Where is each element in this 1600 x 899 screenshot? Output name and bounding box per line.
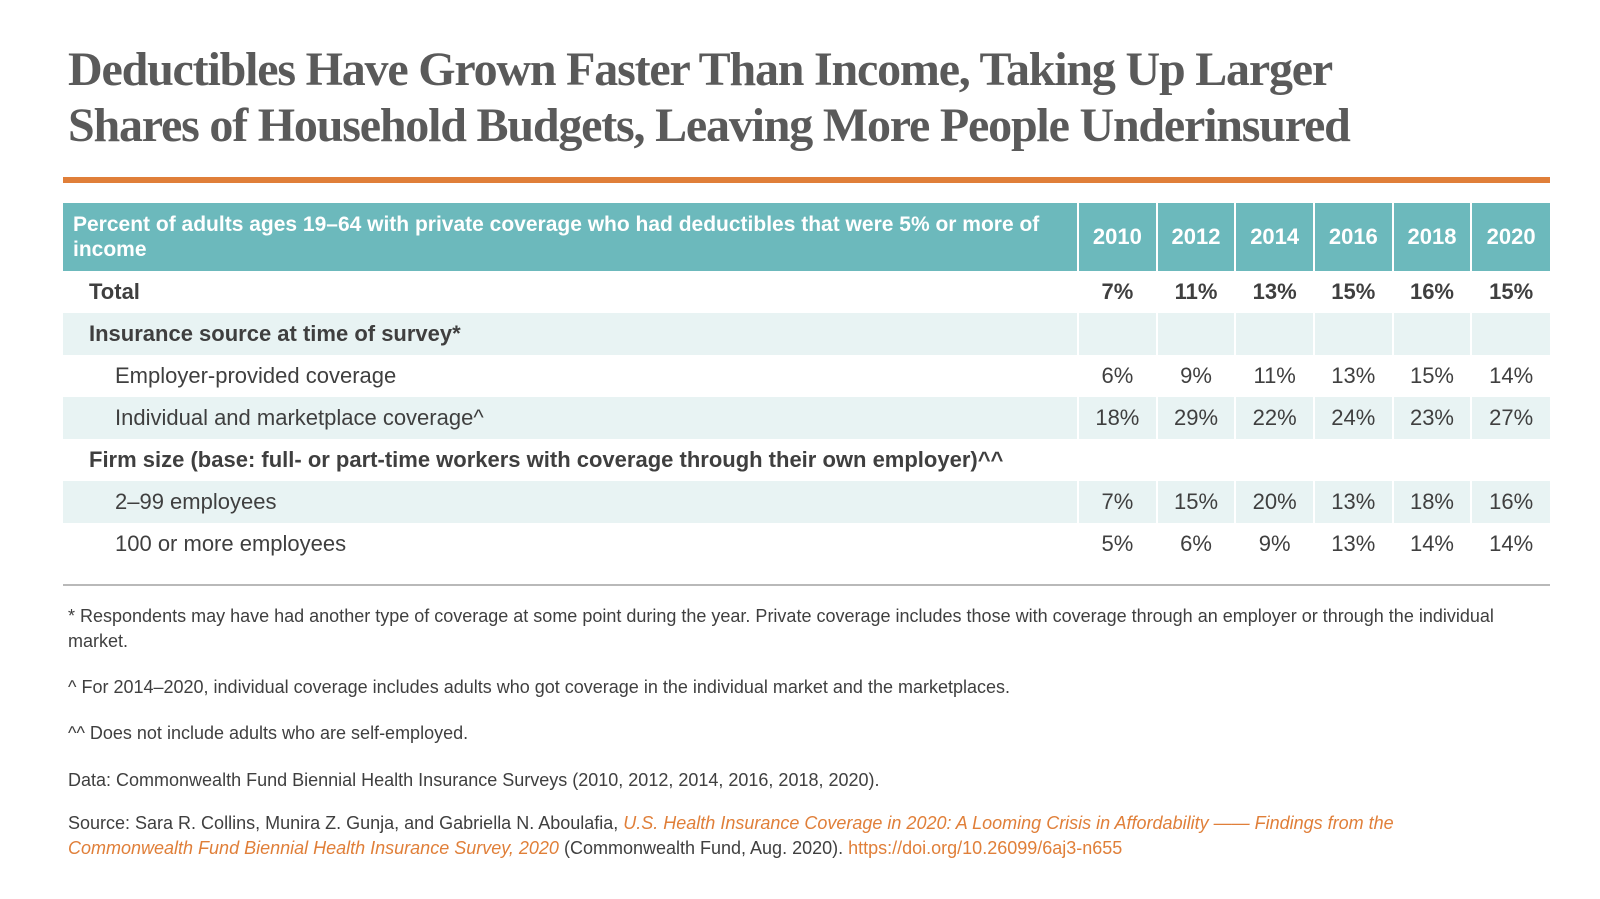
footnote-asterisk: * Respondents may have had another type … xyxy=(68,606,1494,651)
data-cell: 16% xyxy=(1391,271,1472,313)
data-cell xyxy=(1391,313,1472,355)
data-cell: 7% xyxy=(1077,271,1157,313)
data-cell: 13% xyxy=(1313,481,1393,523)
data-cell xyxy=(1155,313,1236,355)
data-cell: 16% xyxy=(1470,481,1550,523)
data-cell: 13% xyxy=(1313,355,1393,397)
chart-title-line-1: Deductibles Have Grown Faster Than Incom… xyxy=(68,43,1333,96)
table-header-row: Percent of adults ages 19–64 with privat… xyxy=(63,203,1550,271)
data-cell: 27% xyxy=(1470,397,1550,439)
data-cell: 18% xyxy=(1077,397,1157,439)
data-cell: 11% xyxy=(1155,271,1236,313)
year-header-2012: 2012 xyxy=(1155,203,1236,271)
year-header-2010: 2010 xyxy=(1077,203,1157,271)
data-cell: 23% xyxy=(1391,397,1472,439)
data-cell: 11% xyxy=(1234,355,1314,397)
data-cell: 7% xyxy=(1077,481,1157,523)
accent-divider xyxy=(63,177,1550,183)
data-note: Data: Commonwealth Fund Biennial Health … xyxy=(68,770,880,790)
data-cell xyxy=(1313,313,1393,355)
source-prefix: Source: Sara R. Collins, Munira Z. Gunja… xyxy=(68,813,624,833)
data-cell: 15% xyxy=(1155,481,1236,523)
data-cell: 24% xyxy=(1313,397,1393,439)
data-cell: 13% xyxy=(1313,523,1393,565)
data-cell: 22% xyxy=(1234,397,1314,439)
footnote-double-caret: ^^ Does not include adults who are self-… xyxy=(68,723,469,743)
row-label: Employer-provided coverage xyxy=(115,363,397,388)
section-label: Firm size (base: full- or part-time work… xyxy=(89,447,1004,472)
data-cell: 13% xyxy=(1234,271,1314,313)
data-cell: 14% xyxy=(1391,523,1472,565)
chart-title-line-2: Shares of Household Budgets, Leaving Mor… xyxy=(68,99,1351,152)
data-table: Percent of adults ages 19–64 with privat… xyxy=(63,203,1550,565)
table-row-large-firm: 100 or more employees 5% 6% 9% 13% 14% 1… xyxy=(63,523,1550,565)
chart-title: Deductibles Have Grown Faster Than Incom… xyxy=(68,42,1548,154)
data-cell: 15% xyxy=(1470,271,1550,313)
data-cell: 6% xyxy=(1077,355,1157,397)
data-cell: 18% xyxy=(1391,481,1472,523)
source-suffix: (Commonwealth Fund, Aug. 2020). xyxy=(558,838,849,858)
data-cell: 20% xyxy=(1234,481,1314,523)
table-row-section-insurance-source: Insurance source at time of survey* xyxy=(63,313,1550,355)
data-cell: 14% xyxy=(1470,523,1550,565)
table-row-small-firm: 2–99 employees 7% 15% 20% 13% 18% 16% xyxy=(63,481,1550,523)
source-report-link[interactable]: U.S. Health Insurance Coverage in 2020: … xyxy=(68,813,1394,858)
data-cell: 29% xyxy=(1155,397,1236,439)
footnote-caret: ^ For 2014–2020, individual coverage inc… xyxy=(68,677,1011,697)
data-cell: 15% xyxy=(1313,271,1393,313)
table-bottom-divider xyxy=(63,584,1550,586)
source-note: Source: Sara R. Collins, Munira Z. Gunja… xyxy=(68,811,1508,861)
data-cell: 9% xyxy=(1155,355,1236,397)
table-header-label: Percent of adults ages 19–64 with privat… xyxy=(63,203,1079,271)
data-cell: 5% xyxy=(1077,523,1157,565)
table-row-total: Total 7% 11% 13% 15% 16% 15% xyxy=(63,271,1550,313)
year-header-2020: 2020 xyxy=(1470,203,1550,271)
table-row-section-firm-size: Firm size (base: full- or part-time work… xyxy=(63,439,1550,481)
data-cell: 6% xyxy=(1155,523,1236,565)
year-header-2014: 2014 xyxy=(1234,203,1314,271)
data-cell: 14% xyxy=(1470,355,1550,397)
data-cell: 9% xyxy=(1234,523,1314,565)
row-label: Individual and marketplace coverage^ xyxy=(63,397,1079,439)
data-cell xyxy=(1234,313,1314,355)
year-header-2016: 2016 xyxy=(1313,203,1393,271)
row-label: 2–99 employees xyxy=(63,481,1079,523)
data-cell: 15% xyxy=(1391,355,1472,397)
row-label: 100 or more employees xyxy=(115,531,347,556)
doi-link[interactable]: https://doi.org/10.26099/6aj3-n655 xyxy=(848,838,1123,858)
data-cell xyxy=(1077,313,1157,355)
data-cell xyxy=(1470,313,1550,355)
section-label: Insurance source at time of survey* xyxy=(63,313,1079,355)
row-label: Total xyxy=(89,279,140,304)
table-row-employer-coverage: Employer-provided coverage 6% 9% 11% 13%… xyxy=(63,355,1550,397)
table-row-individual-coverage: Individual and marketplace coverage^ 18%… xyxy=(63,397,1550,439)
year-header-2018: 2018 xyxy=(1391,203,1472,271)
